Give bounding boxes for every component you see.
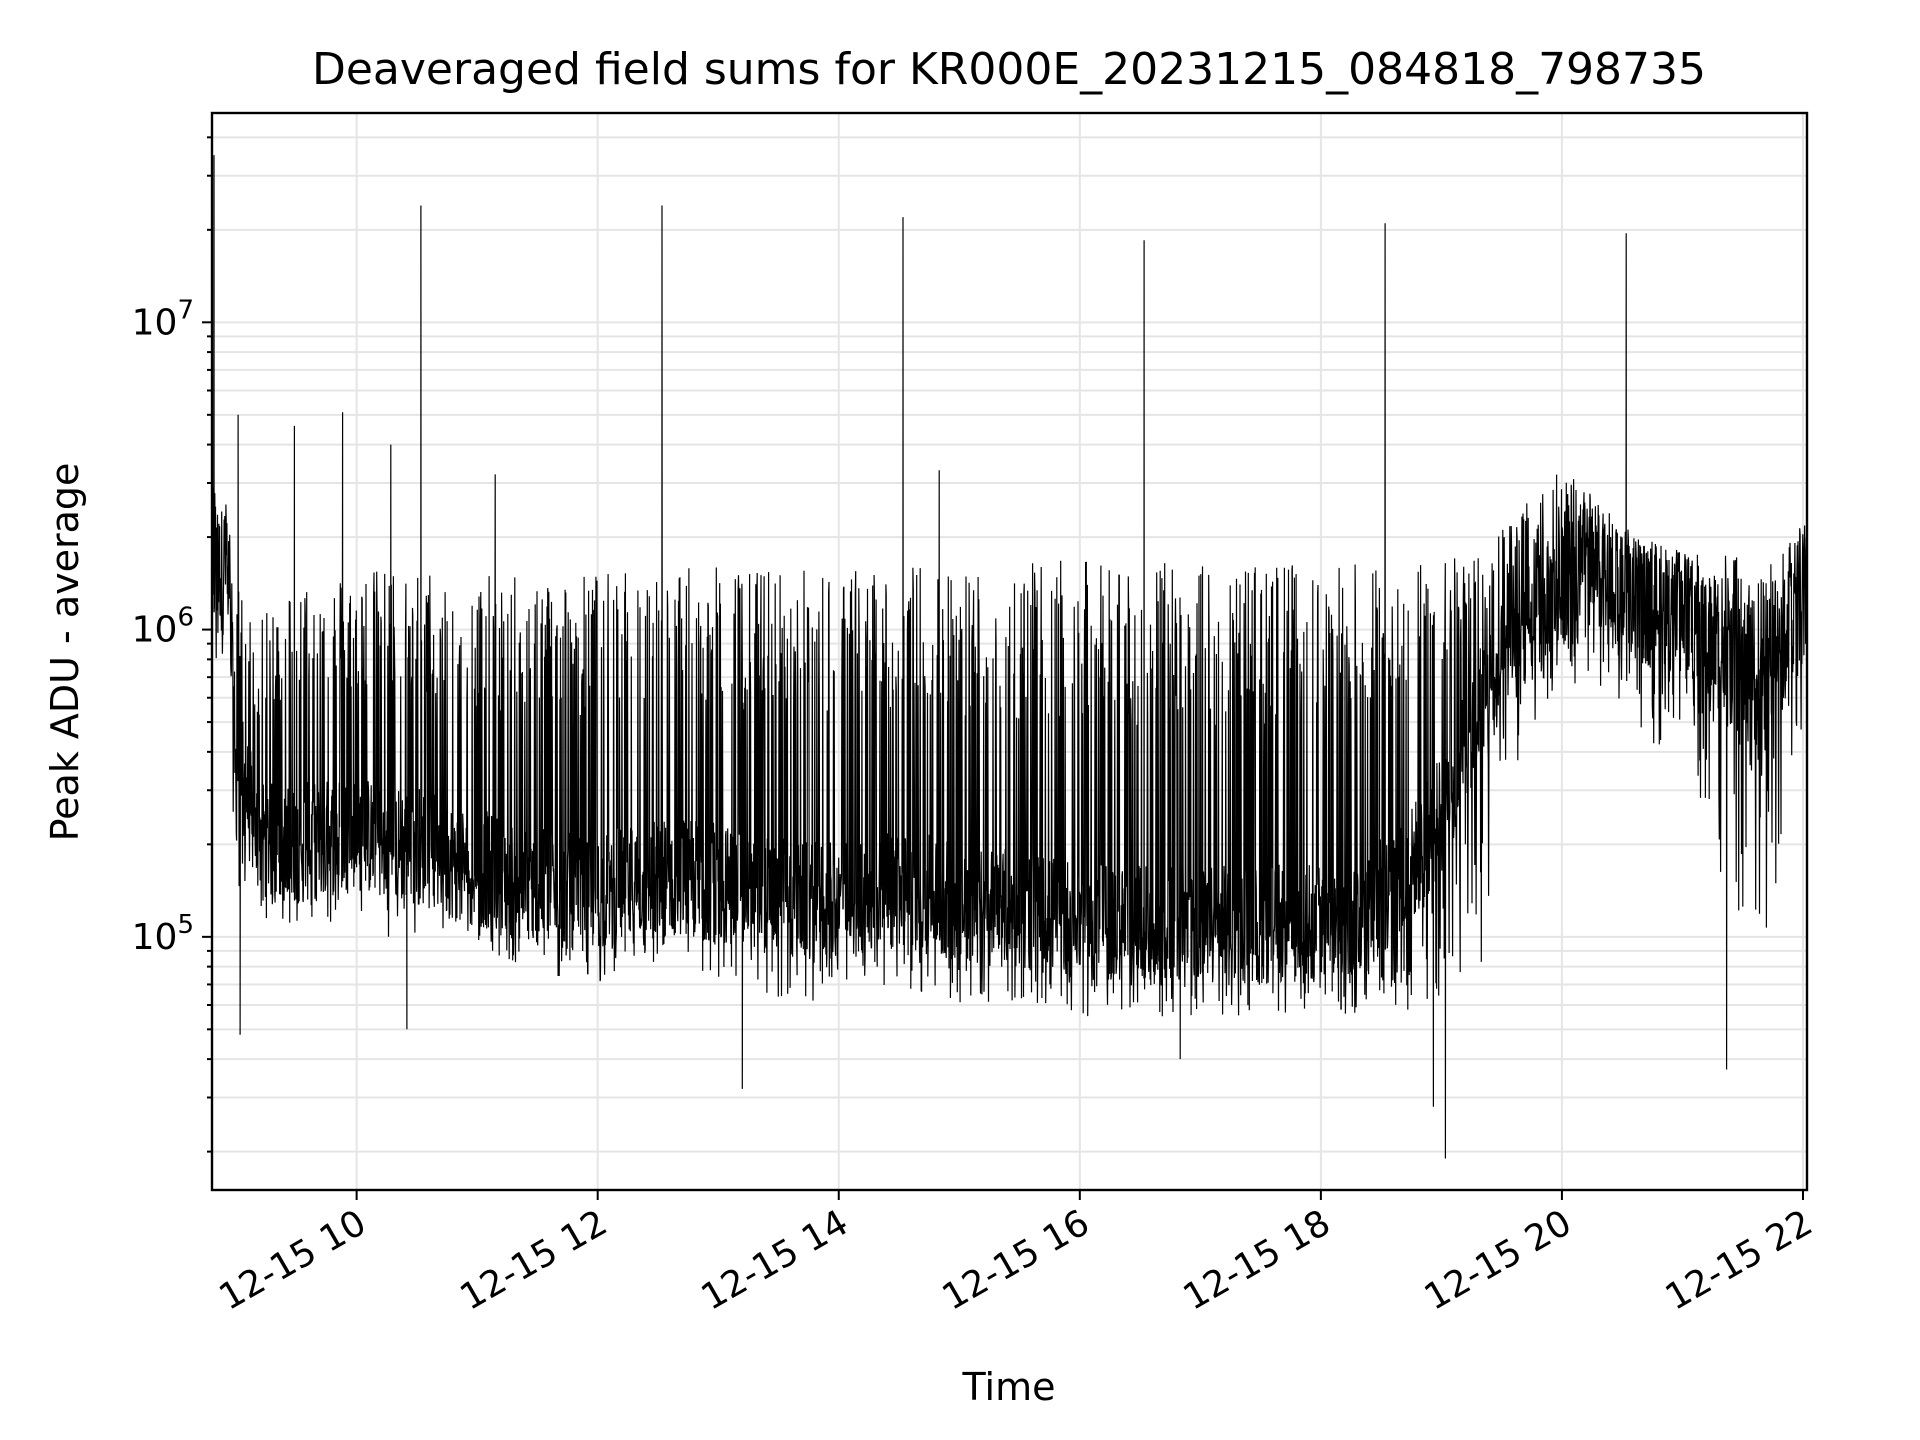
y-axis: 105 106 107 xyxy=(132,136,212,1153)
series-line xyxy=(211,155,1808,1159)
y-axis-label: Peak ADU - average xyxy=(43,463,87,842)
plot-frame xyxy=(210,111,1809,1192)
y-tick-label: 106 xyxy=(132,603,194,651)
chart-title: Deaveraged field sums for KR000E_2023121… xyxy=(312,44,1706,95)
y-tick-label: 107 xyxy=(132,295,194,343)
x-axis-label: Time xyxy=(962,1365,1056,1409)
y-tick-label: 105 xyxy=(132,910,194,958)
